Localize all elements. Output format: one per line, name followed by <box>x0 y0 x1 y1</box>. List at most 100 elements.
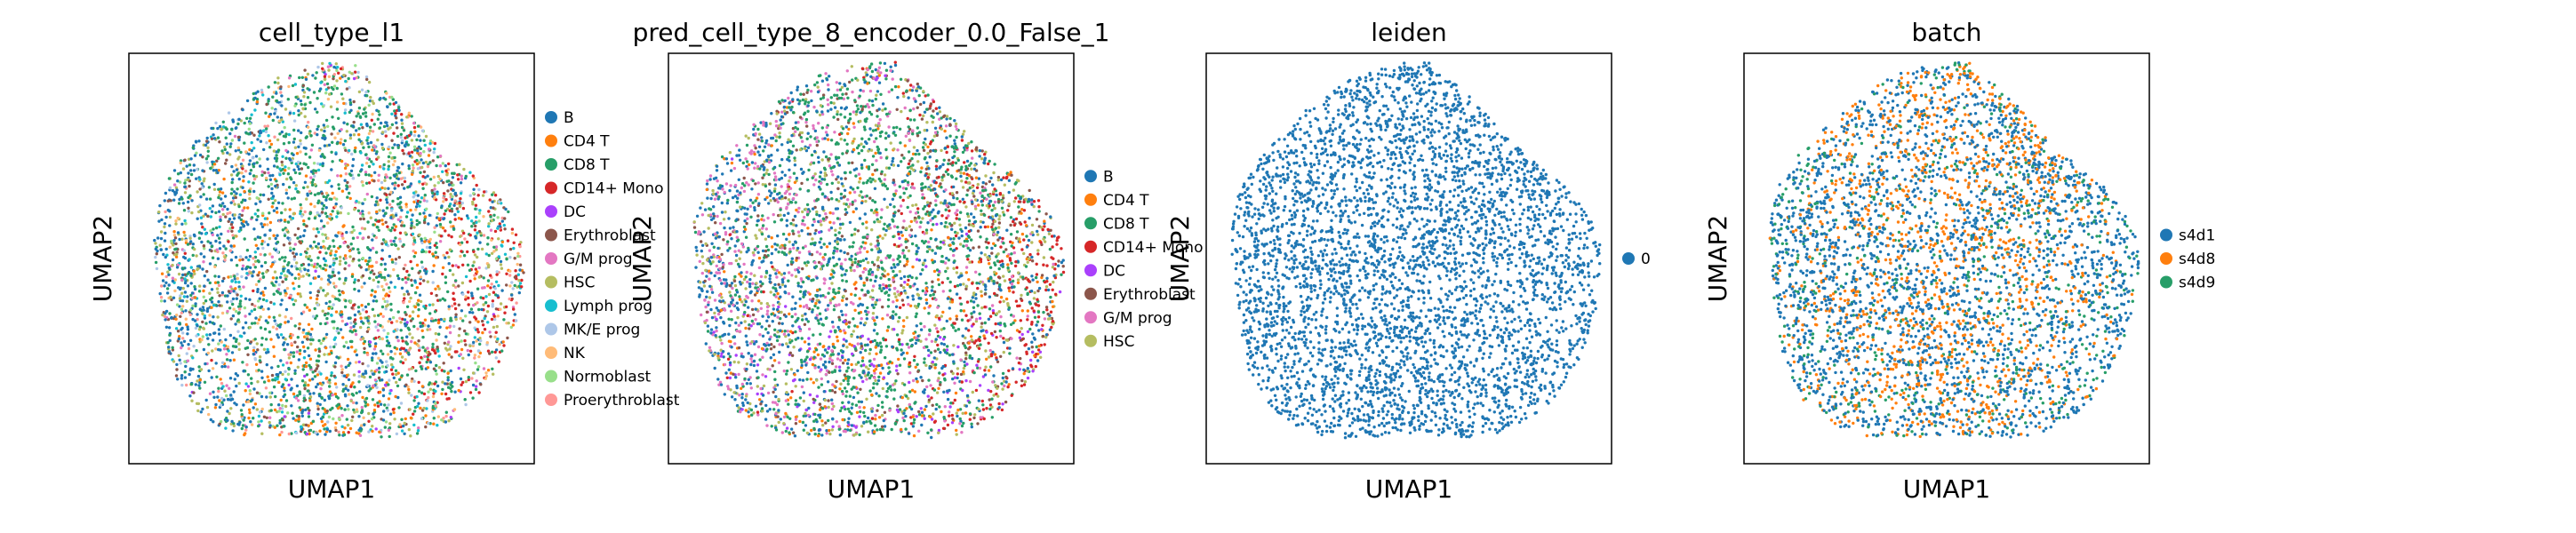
scatter-point <box>379 97 381 99</box>
scatter-point <box>183 159 186 162</box>
scatter-point <box>392 411 395 414</box>
scatter-point <box>232 298 235 300</box>
scatter-point <box>382 210 385 212</box>
scatter-point <box>251 141 253 144</box>
scatter-point <box>273 293 276 296</box>
scatter-point <box>293 234 296 236</box>
scatter-point <box>292 217 294 219</box>
scatter-point <box>350 243 353 245</box>
scatter-point <box>187 343 189 346</box>
scatter-point <box>209 229 212 232</box>
scatter-point <box>241 214 244 217</box>
scatter-point <box>182 266 185 269</box>
scatter-point <box>251 322 253 324</box>
scatter-point <box>756 363 759 366</box>
scatter-point <box>403 129 405 131</box>
scatter-point <box>433 196 436 199</box>
scatter-point <box>169 187 172 189</box>
scatter-point <box>431 270 434 273</box>
scatter-point <box>214 347 217 350</box>
scatter-point <box>398 423 401 426</box>
scatter-point <box>474 228 476 231</box>
scatter-point <box>184 191 187 194</box>
scatter-point <box>411 139 413 141</box>
legend-marker <box>545 182 557 195</box>
scatter-point <box>700 250 703 252</box>
scatter-point <box>375 236 378 239</box>
scatter-point <box>767 202 770 204</box>
scatter-point <box>423 240 426 243</box>
scatter-point <box>279 359 282 362</box>
scatter-point <box>487 305 490 307</box>
scatter-point <box>393 175 396 178</box>
scatter-point <box>172 360 175 362</box>
scatter-point <box>234 277 236 280</box>
scatter-point <box>167 274 170 276</box>
scatter-point <box>180 292 183 295</box>
scatter-point <box>292 417 294 419</box>
scatter-point <box>274 319 276 322</box>
scatter-point <box>164 318 166 321</box>
scatter-point <box>403 152 405 155</box>
scatter-point <box>249 389 252 392</box>
scatter-point <box>373 171 376 174</box>
scatter-point <box>202 260 204 263</box>
scatter-point <box>400 346 403 349</box>
scatter-point <box>355 200 357 203</box>
scatter-point <box>758 132 761 135</box>
scatter-point <box>360 168 363 171</box>
scatter-point <box>777 251 780 253</box>
scatter-point <box>314 194 316 196</box>
scatter-point <box>267 171 269 174</box>
scatter-point <box>337 403 340 406</box>
scatter-point <box>323 353 325 355</box>
scatter-point <box>457 266 460 268</box>
scatter-point <box>260 243 263 245</box>
scatter-point <box>268 85 270 88</box>
scatter-point <box>802 378 804 381</box>
legend: BCD4 TCD8 TCD14+ MonoDCErythroblastG/M p… <box>545 109 680 410</box>
scatter-point <box>324 234 326 236</box>
scatter-point <box>476 301 478 304</box>
scatter-point <box>395 116 397 119</box>
scatter-point <box>293 370 296 372</box>
scatter-point <box>337 72 340 75</box>
scatter-point <box>361 141 364 144</box>
scatter-point <box>262 308 265 311</box>
scatter-point <box>474 225 476 227</box>
scatter-point <box>287 98 290 100</box>
scatter-point <box>421 266 424 268</box>
scatter-point <box>400 402 403 404</box>
scatter-point <box>290 378 292 380</box>
scatter-point <box>296 346 299 348</box>
scatter-point <box>505 306 508 308</box>
scatter-point <box>761 314 764 317</box>
scatter-point <box>473 274 476 276</box>
scatter-point <box>339 263 341 266</box>
scatter-point <box>209 197 212 200</box>
scatter-point <box>350 153 353 155</box>
scatter-point <box>220 233 222 235</box>
scatter-point <box>255 155 258 157</box>
scatter-point <box>212 257 214 259</box>
scatter-point <box>355 402 357 404</box>
scatter-point <box>754 162 756 164</box>
scatter-point <box>353 77 356 80</box>
scatter-point <box>402 339 404 342</box>
scatter-point <box>217 387 220 390</box>
scatter-point <box>891 160 893 163</box>
scatter-point <box>238 307 241 310</box>
scatter-point <box>217 390 220 393</box>
scatter-point <box>280 211 283 214</box>
scatter-point <box>339 259 341 262</box>
scatter-point <box>881 406 884 409</box>
scatter-point <box>407 392 410 394</box>
scatter-point <box>270 409 273 411</box>
scatter-point <box>314 276 316 279</box>
scatter-point <box>278 258 281 260</box>
scatter-point <box>475 385 477 387</box>
scatter-point <box>428 353 431 355</box>
scatter-point <box>380 219 383 221</box>
scatter-point <box>499 308 501 311</box>
scatter-point <box>258 271 260 274</box>
